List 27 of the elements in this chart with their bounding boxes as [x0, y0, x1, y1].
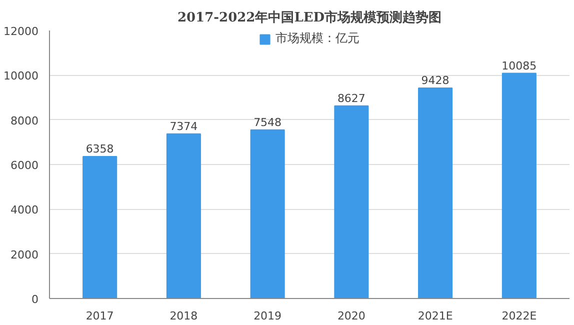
y-tick-label: 10000 [4, 70, 39, 83]
bar [502, 72, 536, 298]
data-label: 9428 [421, 74, 450, 87]
data-label: 7374 [170, 120, 198, 133]
x-tick-label: 2017 [86, 310, 114, 322]
x-tick-label: 2022E [502, 310, 537, 322]
legend-label: 市场规模：亿元 [276, 30, 360, 47]
bar [250, 129, 285, 298]
bar [418, 87, 453, 298]
y-tick-label: 6000 [10, 159, 39, 172]
bar [334, 105, 369, 298]
x-tick-label: 2019 [254, 310, 282, 322]
x-tick-label: 2020 [337, 310, 366, 322]
x-tick-label: 2018 [170, 310, 198, 322]
data-label: 8627 [337, 92, 366, 105]
data-label: 7548 [254, 116, 282, 129]
chart-title: 2017-2022年中国LED市场规模预测趋势图 [177, 10, 442, 26]
y-tick-label: 4000 [10, 204, 39, 217]
y-tick-label: 2000 [10, 248, 39, 262]
data-label: 10085 [502, 59, 537, 72]
bar [82, 156, 118, 298]
y-tick-label: 0 [32, 293, 38, 306]
x-tick-label: 2021E [418, 310, 453, 322]
bar [166, 133, 201, 298]
y-tick-label: 12000 [4, 25, 39, 38]
data-label: 6358 [86, 142, 114, 156]
y-tick-label: 8000 [10, 114, 39, 128]
